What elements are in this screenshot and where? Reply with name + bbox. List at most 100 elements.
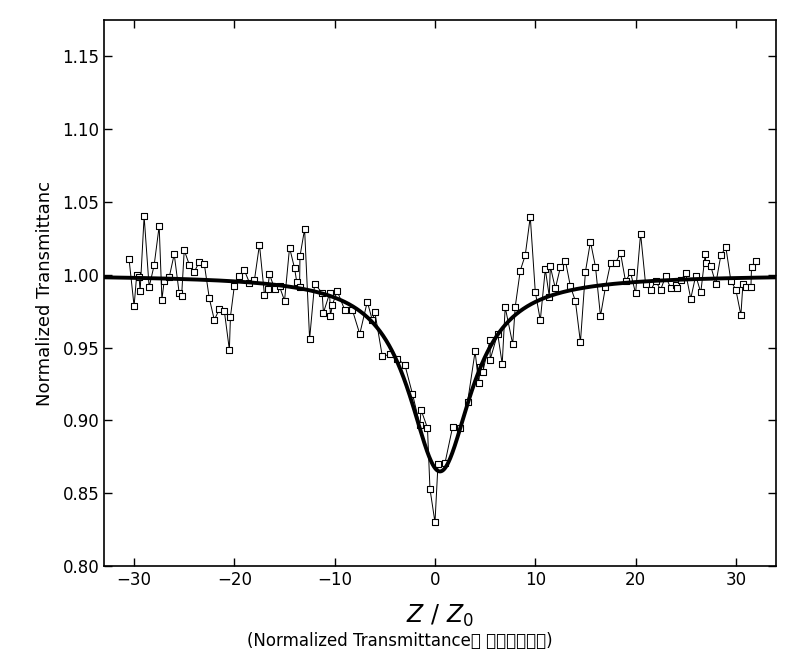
Point: [218, 306, 230, 316]
Point: [679, 268, 692, 278]
Point: [699, 248, 712, 259]
Point: [614, 248, 627, 258]
Point: [589, 261, 602, 272]
Point: [238, 265, 251, 276]
Point: [278, 296, 291, 306]
Point: [634, 228, 647, 239]
Point: [659, 271, 672, 282]
Point: [290, 276, 303, 287]
Point: [298, 224, 311, 234]
Point: [559, 255, 572, 266]
X-axis label: $\mathit{Z}\ /\ \mathit{Z}_{0}$: $\mathit{Z}\ /\ \mathit{Z}_{0}$: [406, 603, 474, 629]
Point: [316, 288, 329, 298]
Point: [670, 282, 683, 293]
Point: [534, 315, 546, 326]
Point: [193, 256, 206, 267]
Point: [639, 279, 652, 290]
Point: [604, 258, 617, 268]
Point: [684, 293, 697, 304]
Point: [699, 258, 712, 268]
Point: [224, 311, 237, 322]
Point: [714, 250, 727, 260]
Point: [142, 282, 155, 292]
Point: [128, 301, 141, 312]
Point: [498, 302, 511, 312]
Point: [549, 283, 562, 294]
Point: [469, 346, 482, 357]
Point: [134, 286, 146, 296]
Point: [262, 284, 274, 295]
Point: [574, 337, 587, 348]
Point: [366, 315, 378, 326]
Point: [376, 351, 389, 362]
Point: [155, 294, 168, 305]
Point: [694, 287, 707, 298]
Point: [674, 275, 687, 286]
Point: [737, 278, 750, 289]
Point: [173, 288, 186, 299]
Point: [496, 358, 509, 369]
Point: [474, 362, 487, 372]
Point: [730, 284, 742, 295]
Point: [454, 423, 466, 434]
Point: [624, 267, 637, 278]
Point: [750, 255, 762, 266]
Point: [421, 423, 434, 434]
Point: [288, 263, 301, 274]
Point: [228, 280, 241, 291]
Text: (Normalized Transmittance： 归一化透过率): (Normalized Transmittance： 归一化透过率): [247, 631, 553, 650]
Point: [323, 288, 336, 298]
Point: [476, 367, 489, 378]
Point: [183, 259, 196, 270]
Point: [529, 286, 542, 297]
Point: [506, 339, 519, 350]
Point: [484, 354, 497, 365]
Point: [705, 261, 718, 272]
Point: [208, 314, 221, 325]
Point: [579, 266, 592, 277]
Point: [153, 220, 166, 231]
Point: [670, 280, 682, 290]
Point: [293, 282, 306, 292]
Point: [569, 296, 582, 306]
Point: [472, 378, 485, 388]
Point: [243, 277, 256, 288]
Point: [650, 276, 662, 286]
Point: [664, 283, 677, 294]
Point: [223, 344, 236, 355]
Point: [122, 254, 135, 265]
Point: [203, 293, 216, 304]
Point: [268, 283, 281, 294]
Point: [383, 349, 396, 360]
Point: [423, 484, 436, 494]
Point: [213, 304, 226, 314]
Point: [509, 302, 522, 312]
Point: [584, 236, 597, 247]
Point: [644, 284, 657, 295]
Point: [178, 245, 190, 256]
Point: [248, 274, 261, 285]
Point: [283, 242, 296, 253]
Point: [330, 286, 343, 296]
Point: [539, 264, 552, 274]
Point: [710, 278, 722, 289]
Point: [594, 311, 607, 322]
Point: [431, 459, 444, 470]
Point: [564, 281, 577, 292]
Point: [133, 272, 146, 282]
Y-axis label: Normalized Transmittanc: Normalized Transmittanc: [36, 180, 54, 406]
Point: [263, 269, 276, 280]
Point: [175, 290, 188, 301]
Point: [308, 278, 321, 289]
Point: [543, 291, 556, 302]
Point: [406, 388, 419, 399]
Point: [361, 296, 374, 307]
Point: [690, 270, 702, 281]
Point: [484, 334, 497, 345]
Point: [745, 262, 758, 272]
Point: [414, 420, 426, 431]
Point: [162, 272, 175, 282]
Point: [398, 360, 411, 370]
Point: [369, 306, 382, 317]
Point: [719, 242, 732, 252]
